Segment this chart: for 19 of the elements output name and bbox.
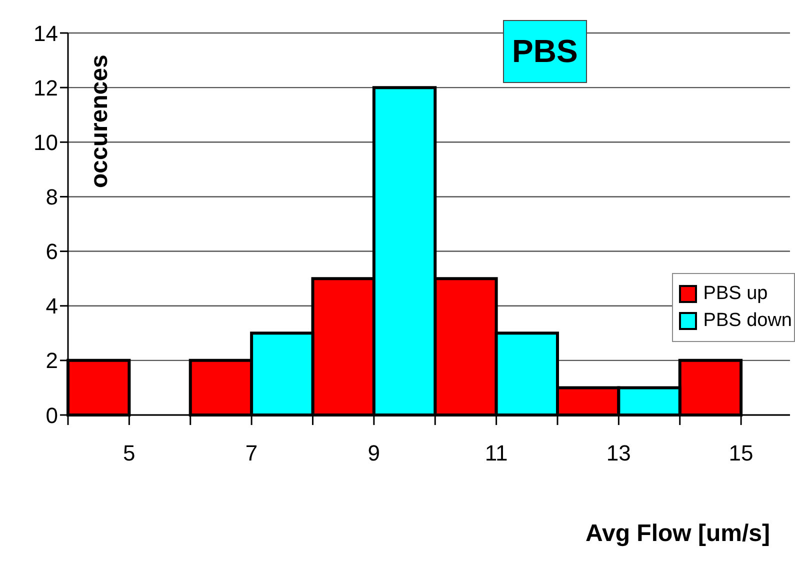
y-tick-label: 14 bbox=[34, 20, 58, 46]
y-tick-label: 4 bbox=[46, 294, 58, 319]
x-tick-label: 9 bbox=[368, 440, 380, 466]
y-tick-label: 0 bbox=[46, 402, 58, 428]
x-tick-label: 13 bbox=[606, 440, 631, 466]
y-tick-label: 8 bbox=[46, 184, 58, 210]
x-tick-label: 15 bbox=[728, 440, 754, 466]
legend-label: PBS up bbox=[703, 283, 768, 305]
y-axis-title: occurences bbox=[86, 54, 114, 188]
y-tick-label: 12 bbox=[34, 75, 58, 100]
x-tick-label: 7 bbox=[245, 440, 258, 466]
y-tick-label: 2 bbox=[46, 348, 58, 374]
y-tick-label: 10 bbox=[34, 130, 58, 155]
legend-label: PBS down bbox=[703, 310, 792, 332]
chart-title: PBS bbox=[503, 20, 587, 83]
y-tick-label: 6 bbox=[46, 239, 58, 264]
x-tick-label: 11 bbox=[484, 440, 508, 466]
x-axis-title: Avg Flow [um/s] bbox=[586, 520, 770, 548]
x-tick-label: 5 bbox=[123, 440, 136, 466]
